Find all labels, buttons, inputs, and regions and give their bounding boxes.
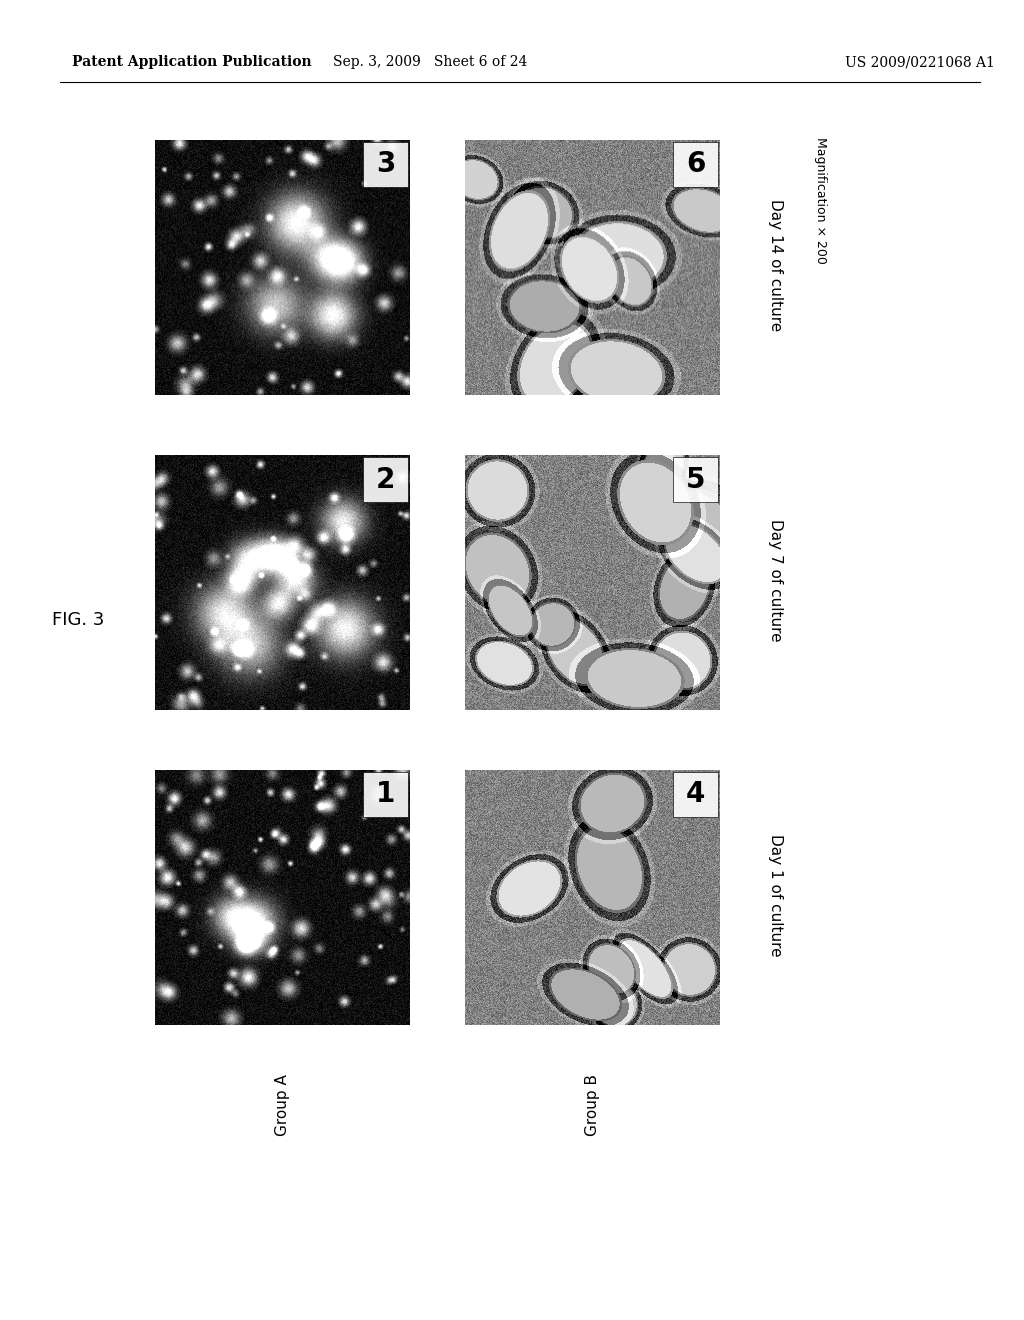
Text: FIG. 3: FIG. 3 xyxy=(52,611,104,630)
Text: Group A: Group A xyxy=(274,1074,290,1137)
Bar xyxy=(362,772,408,817)
Bar xyxy=(362,457,408,502)
Bar xyxy=(362,143,408,187)
Text: Day 1 of culture: Day 1 of culture xyxy=(768,834,782,956)
Text: Sep. 3, 2009   Sheet 6 of 24: Sep. 3, 2009 Sheet 6 of 24 xyxy=(333,55,527,69)
Text: 2: 2 xyxy=(376,466,395,494)
Text: 6: 6 xyxy=(686,150,706,178)
Text: 5: 5 xyxy=(686,466,706,494)
Text: 3: 3 xyxy=(376,150,395,178)
Text: 1: 1 xyxy=(376,780,395,808)
Text: Group B: Group B xyxy=(585,1074,599,1137)
Text: Magnification × 200: Magnification × 200 xyxy=(813,136,826,264)
Text: US 2009/0221068 A1: US 2009/0221068 A1 xyxy=(845,55,995,69)
Text: Day 7 of culture: Day 7 of culture xyxy=(768,519,782,642)
Text: Patent Application Publication: Patent Application Publication xyxy=(72,55,311,69)
Text: 4: 4 xyxy=(686,780,706,808)
Bar xyxy=(673,143,718,187)
Text: Day 14 of culture: Day 14 of culture xyxy=(768,199,782,331)
Bar xyxy=(673,772,718,817)
Bar xyxy=(673,457,718,502)
